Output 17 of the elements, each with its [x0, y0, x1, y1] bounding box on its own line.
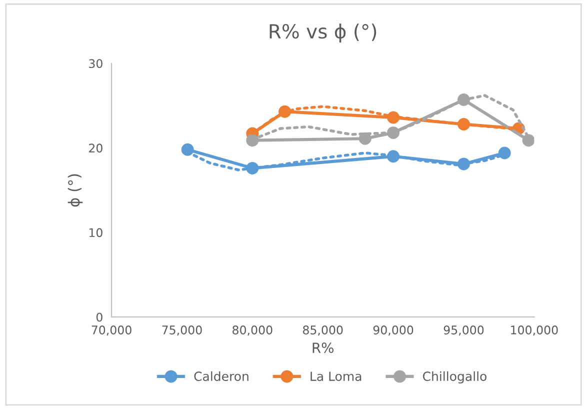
x-tick-label: 85,000 — [302, 326, 343, 336]
y-tick-label: 20 — [89, 144, 102, 153]
y-tick-label: 0 — [96, 312, 102, 322]
x-tick-label: 100,000 — [511, 326, 558, 336]
x-tick-label: 80,000 — [232, 326, 272, 336]
y-axis-title: ϕ (°) — [68, 174, 83, 207]
y-tick-label: 10 — [89, 228, 102, 238]
legend-label: Chillogallo — [422, 371, 486, 384]
chart-title: R% vs ϕ (°) — [270, 24, 376, 42]
x-tick-label: 70,000 — [92, 326, 132, 336]
y-tick-label: 30 — [89, 59, 102, 68]
x-tick-label: 75,000 — [162, 326, 202, 336]
legend-label: Calderon — [194, 371, 248, 382]
x-axis-title: R% — [312, 342, 334, 354]
x-tick-label: 95,000 — [444, 326, 484, 336]
x-tick-label: 90,000 — [373, 326, 414, 336]
legend-label: La Loma — [310, 372, 362, 382]
